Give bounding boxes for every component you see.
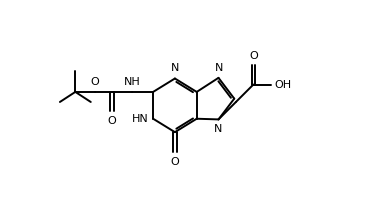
Text: N: N bbox=[215, 63, 223, 73]
Text: O: O bbox=[171, 157, 179, 167]
Text: O: O bbox=[90, 77, 99, 87]
Text: N: N bbox=[171, 64, 179, 73]
Text: NH: NH bbox=[124, 77, 141, 87]
Text: N: N bbox=[214, 124, 222, 134]
Text: HN: HN bbox=[132, 114, 149, 124]
Text: O: O bbox=[108, 116, 117, 126]
Text: OH: OH bbox=[274, 80, 291, 89]
Text: O: O bbox=[249, 51, 258, 61]
